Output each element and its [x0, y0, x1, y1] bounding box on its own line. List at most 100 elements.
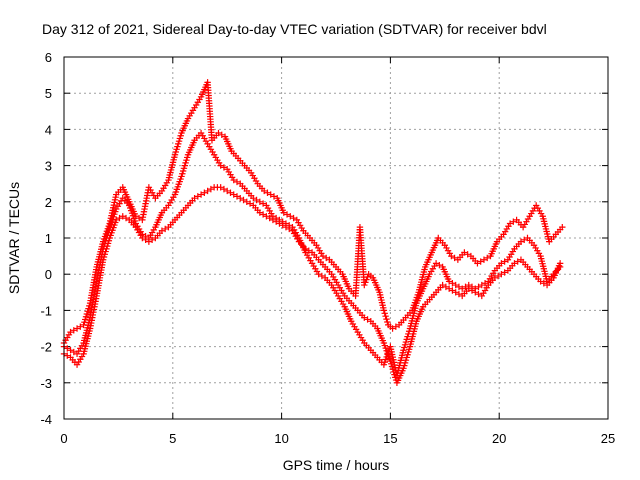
data-point: [465, 285, 472, 292]
data-point: [122, 214, 130, 222]
data-point: [475, 283, 482, 291]
data-point: [537, 278, 544, 285]
data-point: [64, 345, 71, 352]
data-point: [315, 271, 322, 278]
data-point: [224, 187, 231, 195]
data-point: [113, 216, 120, 224]
data-point: [491, 274, 499, 282]
data-point: [194, 193, 202, 200]
data-point: [290, 214, 297, 222]
data-point: [449, 287, 456, 294]
data-point: [442, 283, 450, 291]
data-point: [449, 280, 456, 287]
data-point: [218, 131, 225, 139]
data-point: [477, 258, 484, 265]
y-tick-label: -4: [40, 412, 52, 427]
data-point: [217, 184, 224, 191]
data-point: [243, 198, 250, 205]
data-point: [266, 214, 273, 222]
data-point: [484, 254, 491, 262]
data-point: [517, 238, 525, 245]
data-point: [302, 245, 309, 253]
data-point: [280, 209, 287, 216]
data-point: [459, 285, 466, 292]
data-point: [286, 225, 293, 233]
y-tick-label: 0: [45, 267, 52, 282]
data-point: [256, 209, 264, 216]
data-point: [256, 198, 264, 205]
data-point: [272, 218, 280, 225]
data-point: [455, 290, 463, 298]
data-point: [468, 287, 476, 294]
data-point: [498, 271, 505, 278]
data-point: [494, 272, 502, 280]
data-point: [246, 200, 254, 207]
data-point: [73, 325, 81, 332]
data-point: [270, 193, 278, 200]
data-point: [475, 290, 482, 298]
series-track-lower: [60, 184, 564, 386]
data-point: [381, 310, 388, 317]
data-point: [383, 315, 390, 323]
data-point: [230, 176, 237, 184]
y-axis-title: SDTVAR / TECUs: [6, 182, 22, 294]
data-point: [521, 236, 528, 244]
data-point: [318, 272, 326, 280]
data-point: [263, 213, 270, 220]
data-point: [472, 289, 479, 296]
data-point: [382, 312, 389, 320]
data-point: [461, 249, 468, 256]
data-point: [282, 223, 290, 231]
data-marks: [60, 79, 566, 386]
data-point: [481, 280, 489, 287]
data-point: [279, 222, 286, 229]
grid-lines: [64, 57, 608, 419]
data-point: [204, 187, 211, 195]
data-point: [201, 189, 208, 196]
x-tick-label: 0: [60, 431, 67, 446]
x-axis-title: GPS time / hours: [283, 457, 390, 473]
x-tick-label: 15: [383, 431, 397, 446]
data-point: [139, 234, 146, 242]
data-point: [267, 191, 274, 198]
y-tick-label: 2: [45, 195, 52, 210]
data-point: [510, 218, 517, 225]
data-point: [215, 129, 222, 137]
data-point: [220, 164, 228, 171]
data-point: [142, 236, 149, 244]
data-point: [305, 247, 312, 254]
data-point: [227, 189, 234, 196]
data-point: [448, 252, 455, 260]
data-point: [451, 254, 458, 262]
data-point: [230, 191, 237, 198]
data-point: [233, 193, 241, 200]
data-point: [559, 223, 566, 231]
data-point: [384, 318, 391, 326]
data-point: [432, 260, 440, 267]
data-point: [514, 258, 521, 265]
data-point: [452, 289, 459, 296]
data-point: [361, 314, 368, 321]
data-point: [116, 214, 123, 222]
y-tick-label: 3: [45, 159, 52, 174]
y-axis-ticks: -4 -3 -2 -1 0 1 2 3 4 5 6: [40, 50, 608, 427]
data-point: [145, 238, 153, 245]
data-point: [207, 185, 215, 193]
data-point: [67, 347, 74, 354]
y-tick-label: -2: [40, 340, 52, 355]
data-point: [70, 348, 77, 356]
data-point: [445, 285, 453, 292]
x-tick-label: 20: [492, 431, 506, 446]
data-point: [474, 260, 481, 267]
data-point: [319, 252, 327, 260]
data-point: [264, 189, 271, 196]
data-point: [67, 328, 74, 336]
data-point: [283, 211, 291, 218]
data-point: [217, 162, 224, 169]
data-point: [439, 281, 446, 289]
data-point: [191, 194, 198, 202]
x-tick-label: 10: [274, 431, 288, 446]
data-point: [250, 194, 257, 202]
data-point: [259, 211, 267, 218]
